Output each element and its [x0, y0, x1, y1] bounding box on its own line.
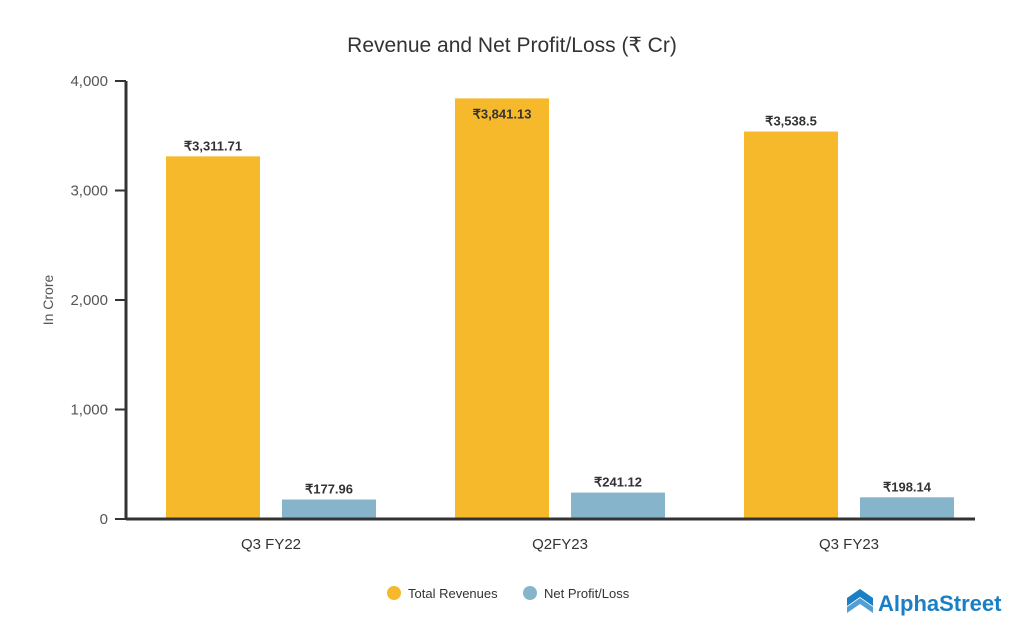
y-tick-label: 1,000: [70, 402, 108, 419]
y-tick-label: 3,000: [70, 183, 108, 200]
data-label: ₹198.14: [883, 479, 932, 494]
data-label: ₹177.96: [305, 482, 353, 497]
y-axis-label: In Crore: [40, 275, 56, 326]
bar-net-profit-loss: [571, 492, 665, 519]
bar-net-profit-loss: [282, 499, 376, 519]
logo-text: AlphaStreet: [878, 591, 1002, 616]
legend-swatch: [387, 586, 401, 600]
data-label: ₹3,841.13: [473, 106, 532, 121]
x-tick-label: Q3 FY23: [819, 536, 879, 553]
bar-total-revenues: [455, 98, 549, 519]
alphastreet-logo: AlphaStreet: [847, 589, 1002, 616]
chart-title: Revenue and Net Profit/Loss (₹ Cr): [347, 34, 677, 57]
data-label: ₹3,311.71: [184, 138, 242, 153]
logo-chevron-icon: [847, 589, 873, 613]
legend-label: Total Revenues: [408, 586, 498, 601]
x-tick-label: Q3 FY22: [241, 536, 301, 553]
y-tick-label: 2,000: [70, 292, 108, 309]
data-label: ₹241.12: [594, 475, 642, 490]
bar-net-profit-loss: [860, 497, 954, 519]
data-label: ₹3,538.5: [765, 114, 817, 129]
legend-swatch: [523, 586, 537, 600]
y-tick-label: 0: [100, 511, 108, 528]
x-tick-label: Q2FY23: [532, 536, 588, 553]
y-tick-label: 4,000: [70, 73, 108, 90]
bar-total-revenues: [166, 156, 260, 520]
bar-total-revenues: [744, 131, 838, 520]
legend-label: Net Profit/Loss: [544, 586, 630, 601]
